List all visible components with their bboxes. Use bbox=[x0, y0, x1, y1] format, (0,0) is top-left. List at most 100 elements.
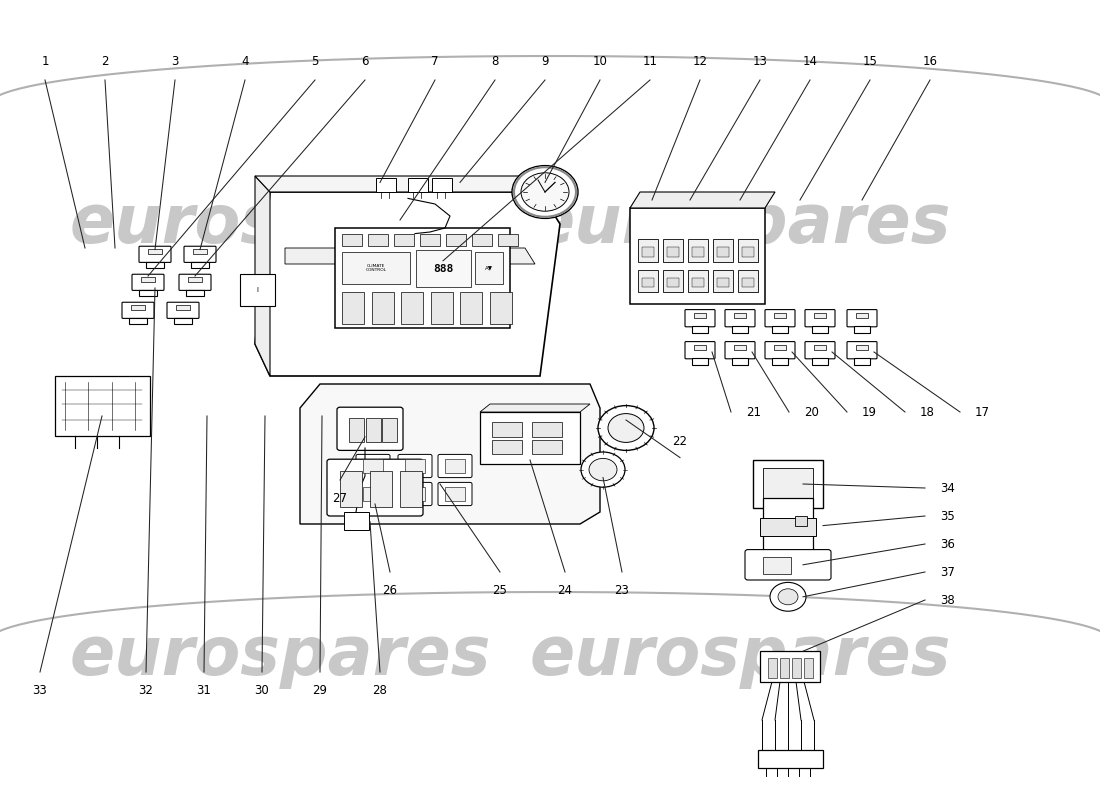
Text: 21: 21 bbox=[746, 406, 761, 418]
Bar bbox=[461, 292, 483, 324]
Text: 27: 27 bbox=[332, 492, 348, 505]
Text: 3: 3 bbox=[172, 55, 178, 68]
FancyBboxPatch shape bbox=[764, 342, 795, 358]
Bar bbox=[498, 234, 518, 246]
Bar bbox=[370, 471, 392, 507]
FancyBboxPatch shape bbox=[356, 482, 390, 506]
Text: 11: 11 bbox=[642, 55, 658, 68]
Bar bbox=[376, 178, 396, 192]
Bar bbox=[139, 290, 157, 296]
Bar bbox=[773, 345, 786, 350]
Text: 7: 7 bbox=[431, 55, 439, 68]
Bar bbox=[349, 418, 364, 442]
Text: 36: 36 bbox=[940, 538, 955, 550]
Polygon shape bbox=[285, 248, 535, 264]
Bar bbox=[638, 239, 658, 262]
Text: 28: 28 bbox=[373, 684, 387, 697]
Text: 25: 25 bbox=[493, 584, 507, 597]
Bar bbox=[754, 460, 823, 508]
Circle shape bbox=[588, 458, 617, 481]
Bar bbox=[188, 278, 201, 282]
Text: 20: 20 bbox=[804, 406, 818, 418]
Bar bbox=[742, 278, 754, 287]
Bar bbox=[191, 262, 209, 268]
FancyBboxPatch shape bbox=[725, 342, 755, 358]
Bar bbox=[394, 234, 414, 246]
Bar bbox=[738, 270, 758, 292]
Bar bbox=[240, 274, 275, 306]
FancyBboxPatch shape bbox=[847, 342, 877, 358]
FancyBboxPatch shape bbox=[398, 454, 432, 478]
FancyBboxPatch shape bbox=[122, 302, 154, 318]
Bar bbox=[760, 651, 820, 682]
Bar bbox=[763, 498, 813, 558]
FancyBboxPatch shape bbox=[184, 246, 216, 262]
Text: 23: 23 bbox=[615, 584, 629, 597]
FancyBboxPatch shape bbox=[685, 342, 715, 358]
Circle shape bbox=[512, 166, 578, 218]
Text: 15: 15 bbox=[862, 55, 878, 68]
Bar bbox=[446, 459, 465, 473]
FancyBboxPatch shape bbox=[685, 310, 715, 326]
FancyBboxPatch shape bbox=[438, 454, 472, 478]
Bar bbox=[431, 292, 453, 324]
Text: eurospares: eurospares bbox=[529, 191, 950, 257]
Text: 26: 26 bbox=[383, 584, 397, 597]
Text: 22: 22 bbox=[672, 435, 688, 448]
Bar bbox=[400, 471, 422, 507]
Bar bbox=[663, 239, 683, 262]
Bar bbox=[363, 459, 383, 473]
Text: 8: 8 bbox=[492, 55, 498, 68]
Text: 19: 19 bbox=[862, 406, 877, 418]
Bar bbox=[713, 239, 733, 262]
Bar bbox=[405, 487, 425, 501]
Bar bbox=[812, 358, 828, 365]
Bar bbox=[667, 278, 679, 287]
Bar bbox=[642, 247, 654, 257]
Polygon shape bbox=[255, 176, 560, 192]
Bar bbox=[763, 468, 813, 500]
Bar bbox=[480, 412, 580, 464]
Bar bbox=[717, 278, 729, 287]
Bar bbox=[854, 326, 870, 333]
Bar bbox=[490, 292, 512, 324]
Text: 14: 14 bbox=[803, 55, 817, 68]
FancyBboxPatch shape bbox=[398, 482, 432, 506]
Bar bbox=[638, 270, 658, 292]
Bar bbox=[804, 658, 813, 678]
Bar bbox=[408, 178, 428, 192]
FancyBboxPatch shape bbox=[764, 310, 795, 326]
Bar bbox=[814, 345, 826, 350]
Polygon shape bbox=[255, 192, 560, 376]
Bar bbox=[532, 440, 562, 454]
Circle shape bbox=[581, 452, 625, 487]
Bar bbox=[342, 252, 410, 284]
Bar bbox=[738, 239, 758, 262]
Text: 13: 13 bbox=[752, 55, 768, 68]
Bar bbox=[795, 516, 807, 526]
Bar bbox=[692, 358, 708, 365]
Bar bbox=[692, 247, 704, 257]
FancyBboxPatch shape bbox=[805, 310, 835, 326]
Bar bbox=[642, 278, 654, 287]
FancyBboxPatch shape bbox=[327, 459, 424, 516]
Bar bbox=[758, 750, 823, 768]
Polygon shape bbox=[300, 384, 600, 524]
Bar bbox=[342, 292, 364, 324]
Bar bbox=[340, 471, 362, 507]
Text: eurospares: eurospares bbox=[69, 623, 491, 689]
Bar bbox=[492, 422, 522, 437]
Bar bbox=[732, 358, 748, 365]
Bar bbox=[692, 278, 704, 287]
Text: 12: 12 bbox=[693, 55, 707, 68]
FancyBboxPatch shape bbox=[438, 482, 472, 506]
Text: 17: 17 bbox=[975, 406, 990, 418]
FancyBboxPatch shape bbox=[337, 407, 403, 450]
Bar bbox=[692, 326, 708, 333]
Circle shape bbox=[598, 406, 654, 450]
Bar bbox=[760, 518, 816, 536]
Bar bbox=[363, 487, 383, 501]
Text: eurospares: eurospares bbox=[69, 191, 491, 257]
Text: 10: 10 bbox=[593, 55, 607, 68]
Bar bbox=[792, 658, 801, 678]
